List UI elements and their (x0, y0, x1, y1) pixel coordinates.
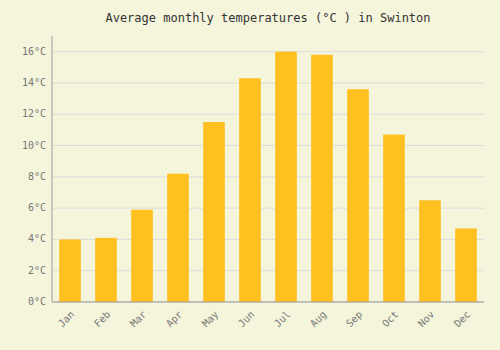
y-tick-label: 2°C (28, 265, 46, 276)
x-tick-label: Mar (128, 309, 149, 330)
x-tick-label: Jun (236, 309, 257, 330)
bar (455, 228, 477, 302)
y-tick-label: 12°C (22, 108, 46, 119)
bar (311, 55, 333, 302)
bar (419, 200, 441, 302)
x-tick-label: Oct (380, 309, 401, 330)
y-tick-label: 10°C (22, 140, 46, 151)
y-tick-label: 6°C (28, 202, 46, 213)
x-tick-label: Sep (344, 309, 365, 330)
bar (275, 52, 297, 302)
y-tick-label: 4°C (28, 233, 46, 244)
x-tick-label: May (200, 309, 221, 330)
bar (59, 239, 81, 302)
bar (131, 210, 153, 302)
grid-line (52, 176, 484, 177)
x-tick-label: Feb (92, 309, 113, 330)
chart-title: Average monthly temperatures (°C ) in Sw… (105, 11, 430, 25)
bar (203, 122, 225, 302)
grid-line (52, 51, 484, 52)
grid-line (52, 145, 484, 146)
bar (347, 89, 369, 302)
x-tick-label: Aug (308, 309, 329, 330)
chart-svg: 0°C 2°C 4°C 6°C 8°C 10°C 12°C 14°C 16°C Jan Feb Mar… (0, 0, 500, 350)
x-axis-line (52, 302, 484, 303)
grid-line (52, 114, 484, 115)
bar (383, 135, 405, 302)
bar (239, 78, 261, 302)
x-tick-label: Jul (272, 309, 293, 330)
bar (95, 238, 117, 302)
x-tick-label: Jan (56, 309, 77, 330)
y-tick-label: 8°C (28, 171, 46, 182)
grid-line (52, 302, 484, 303)
y-axis-line (52, 36, 53, 302)
bars (59, 52, 477, 302)
y-tick-label: 16°C (22, 46, 46, 57)
y-tick-label: 14°C (22, 77, 46, 88)
y-grid (52, 52, 484, 302)
background (0, 0, 500, 350)
x-tick-label: Apr (164, 309, 185, 330)
x-tick-label: Dec (452, 309, 473, 330)
bar (167, 174, 189, 302)
chart-container: 0°C 2°C 4°C 6°C 8°C 10°C 12°C 14°C 16°C Jan Feb Mar… (0, 0, 500, 350)
x-tick-label: Nov (416, 309, 437, 330)
y-tick-label: 0°C (28, 296, 46, 307)
grid-line (52, 82, 484, 83)
